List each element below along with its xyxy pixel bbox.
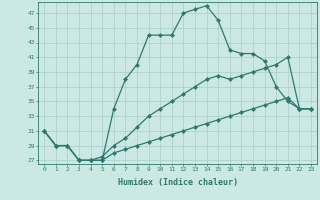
X-axis label: Humidex (Indice chaleur): Humidex (Indice chaleur)	[118, 178, 238, 187]
